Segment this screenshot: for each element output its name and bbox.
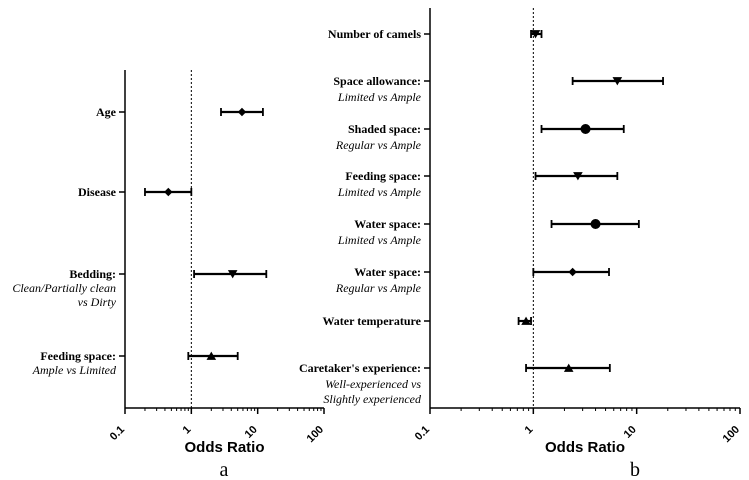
row-sublabel: vs Dirty (78, 295, 117, 309)
row-label: Water space: (354, 217, 421, 231)
point-estimate (580, 124, 591, 134)
row-label: Space allowance: (333, 74, 421, 88)
row-sublabel: Limited vs Ample (337, 233, 422, 247)
point-estimate (563, 363, 574, 372)
row-sublabel: Regular vs Ample (335, 281, 422, 295)
row-label: Feeding space: (345, 169, 421, 183)
forest-row: Feeding space:Ample vs Limited (32, 349, 239, 377)
row-label: Caretaker's experience: (299, 361, 421, 375)
forest-row: Caretaker's experience: Well-experienced … (299, 361, 611, 406)
point-estimate (227, 270, 238, 279)
row-label: Water space: (354, 265, 421, 279)
row-label: Water temperature (322, 314, 421, 328)
row-sublabel: Limited vs Ample (337, 90, 422, 104)
point-estimate (612, 77, 623, 86)
x-tick-label: 100 (305, 424, 326, 445)
row-sublabel: Clean/Partially clean (12, 281, 116, 295)
row-sublabel: Regular vs Ample (335, 138, 422, 152)
x-tick-label: 100 (721, 424, 742, 445)
forest-row: Feeding space: Limited vs Ample (337, 169, 619, 199)
row-label: Shaded space: (348, 122, 421, 136)
point-estimate (530, 30, 541, 39)
forest-row: Space allowance: Limited vs Ample (333, 74, 664, 104)
row-label: Feeding space: (40, 349, 116, 363)
point-estimate (237, 107, 247, 117)
point-estimate (573, 172, 583, 181)
x-tick-label: 1 (181, 424, 194, 437)
row-label: Number of camels (328, 27, 421, 41)
x-axis-title: Odds Ratio (184, 439, 264, 456)
x-tick-label: 0.1 (413, 424, 432, 443)
forest-row: Disease (78, 185, 193, 199)
point-estimate (568, 267, 577, 277)
point-estimate (206, 351, 217, 360)
x-axis-title: Odds Ratio (545, 439, 625, 456)
row-label: Disease (78, 185, 117, 199)
point-estimate (590, 219, 601, 229)
forest-row: Water space: Limited vs Ample (337, 217, 640, 247)
forest-row: Shaded space: Regular vs Ample (335, 122, 625, 152)
panel-label: a (220, 459, 229, 480)
point-estimate (164, 187, 173, 197)
point-estimate (521, 316, 531, 325)
panel-label: b (630, 459, 640, 480)
row-label: Age (96, 105, 117, 119)
forest-row: Water space: Regular vs Ample (335, 265, 610, 295)
forest-row: Number of camels (328, 27, 543, 41)
forest-row: Age (96, 105, 264, 119)
row-sublabel: Well-experienced vs (325, 377, 421, 391)
x-tick-label: 0.1 (108, 424, 127, 443)
row-sublabel: Slightly experienced (323, 392, 422, 406)
row-label: Bedding: (69, 267, 116, 281)
row-sublabel: Ample vs Limited (32, 363, 117, 377)
x-tick-label: 1 (523, 424, 536, 437)
forest-row: Water temperature (322, 314, 532, 328)
row-sublabel: Limited vs Ample (337, 185, 422, 199)
